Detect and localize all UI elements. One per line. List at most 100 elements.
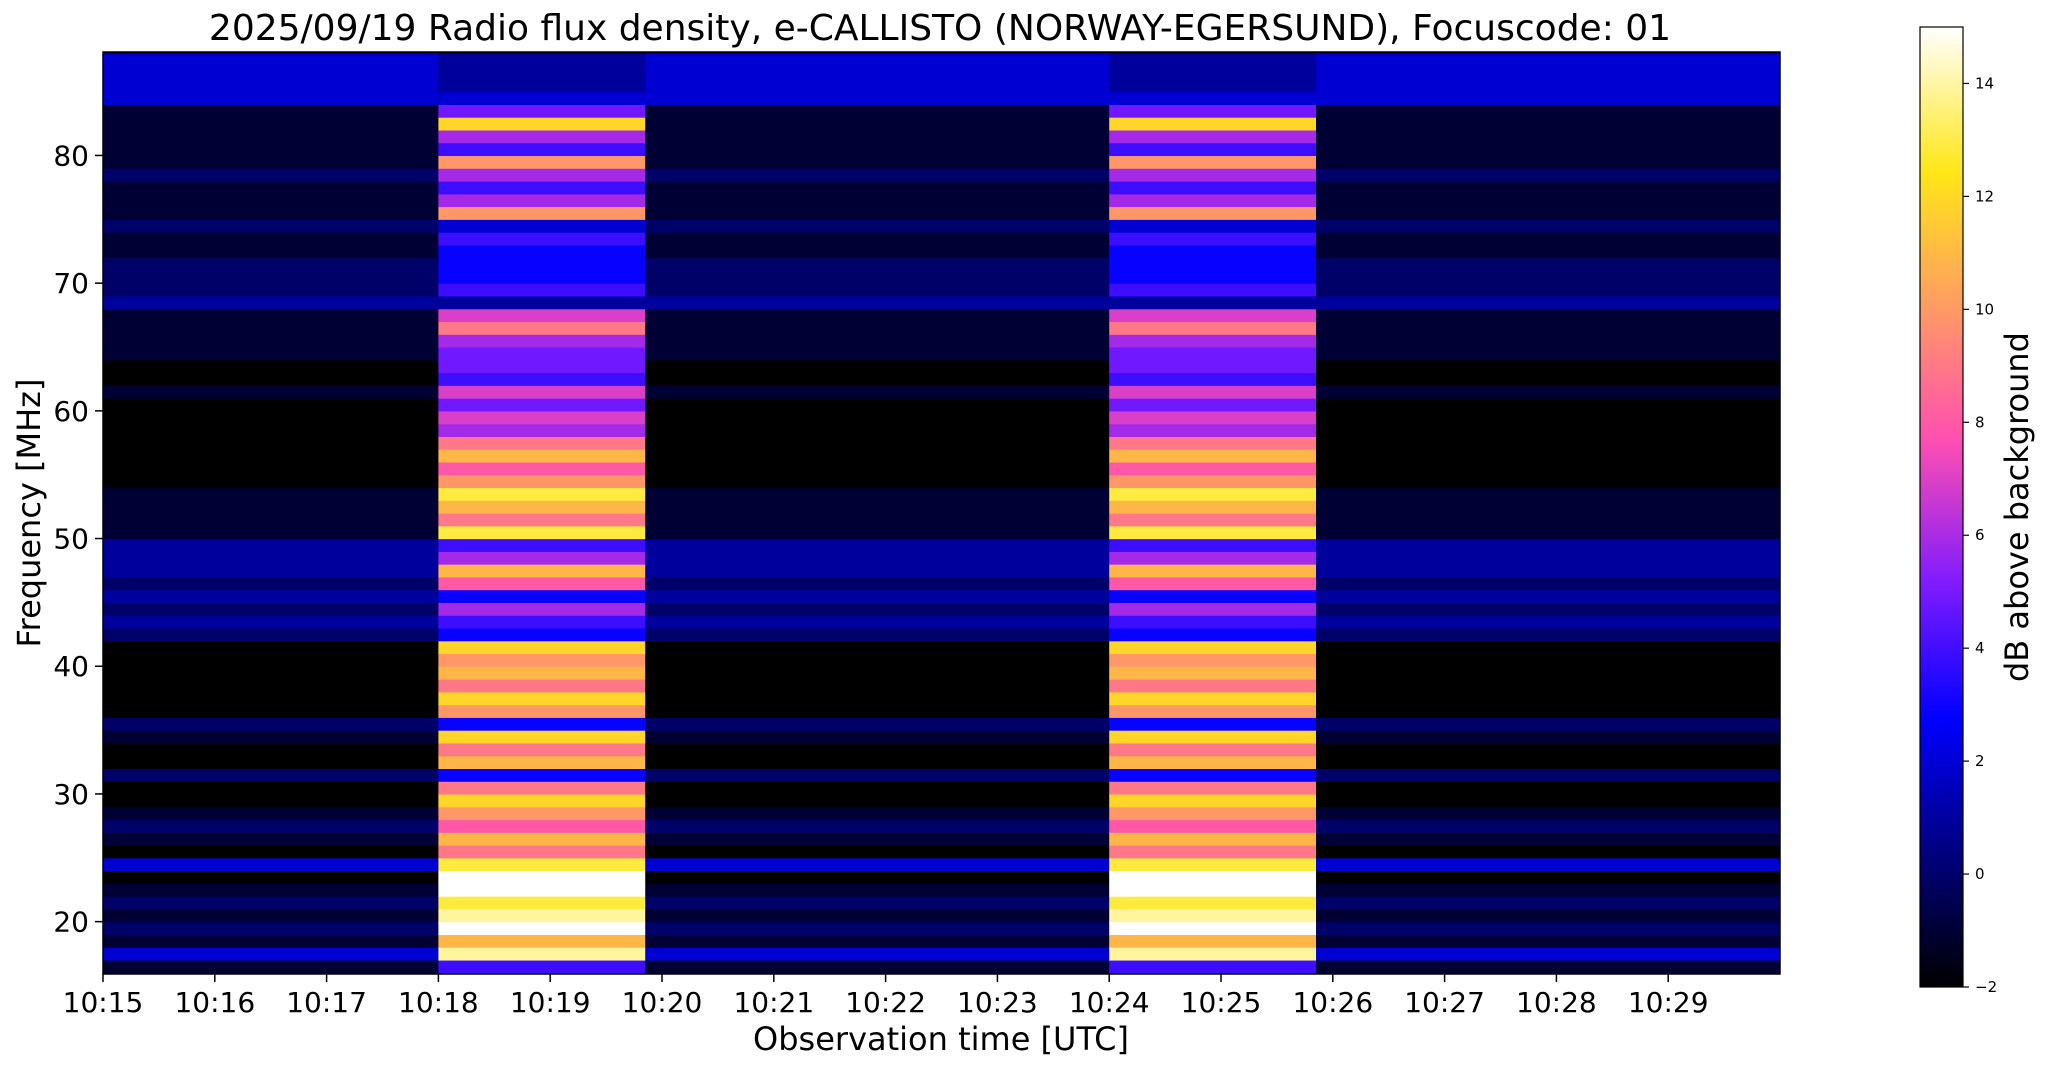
quiet-band-cell [645, 334, 1110, 348]
bright-band-cell [1109, 959, 1317, 974]
quiet-band-cell [103, 959, 439, 974]
quiet-band-cell [645, 793, 1110, 808]
quiet-band-cell [103, 142, 439, 157]
x-tick-label: 10:17 [286, 986, 367, 1019]
x-tick-label: 10:24 [1069, 986, 1150, 1019]
bright-band-cell [1109, 717, 1317, 731]
bright-band-cell [438, 934, 646, 948]
quiet-band-cell [645, 346, 1110, 361]
quiet-band-cell [645, 883, 1110, 897]
bright-band-cell [1109, 180, 1317, 195]
bright-band-cell [438, 781, 646, 795]
y-tick-label: 30 [53, 778, 89, 811]
quiet-band-cell [103, 883, 439, 897]
quiet-band-cell [103, 257, 439, 271]
quiet-band-cell [645, 513, 1110, 527]
bright-band-cell [438, 244, 646, 259]
quiet-band-cell [1316, 781, 1780, 795]
quiet-band-cell [645, 180, 1110, 195]
bright-band-cell [1109, 908, 1317, 923]
bright-band-cell [438, 321, 646, 335]
quiet-band-cell [645, 104, 1110, 118]
quiet-band-cell [103, 129, 439, 144]
bright-band-cell [438, 334, 646, 348]
bright-band-cell [1109, 91, 1317, 105]
bright-band-cell [438, 232, 646, 246]
quiet-band-cell [645, 819, 1110, 833]
quiet-band-cell [1316, 232, 1780, 246]
quiet-band-cell [103, 232, 439, 246]
bright-band-cell [1109, 627, 1317, 642]
bright-band-cell [438, 679, 646, 693]
bright-band-cell [438, 921, 646, 936]
quiet-band-cell [103, 525, 439, 540]
bright-band-cell [438, 53, 646, 67]
quiet-band-cell [1316, 193, 1780, 208]
bright-band-cell [1109, 704, 1317, 718]
bright-band-cell [1109, 934, 1317, 948]
frequency-bands [103, 53, 1780, 974]
bright-band-cell [438, 883, 646, 897]
bright-band-cell [1109, 768, 1317, 782]
quiet-band-cell [1316, 768, 1780, 782]
bright-band-cell [438, 129, 646, 144]
quiet-band-cell [645, 487, 1110, 501]
quiet-band-cell [645, 832, 1110, 846]
quiet-band-cell [103, 513, 439, 527]
quiet-band-cell [645, 947, 1110, 961]
quiet-band-cell [103, 91, 439, 105]
colorbar-tick-label: 14 [1975, 74, 1994, 92]
bright-band-cell [438, 755, 646, 770]
quiet-band-cell [103, 104, 439, 118]
quiet-band-cell [103, 66, 439, 80]
quiet-band-cell [645, 53, 1110, 67]
colorbar-tick-label: 4 [1975, 639, 1985, 657]
quiet-band-cell [645, 691, 1110, 706]
bright-band-cell [438, 819, 646, 833]
bright-band-cell [438, 104, 646, 118]
quiet-band-cell [645, 257, 1110, 271]
quiet-band-cell [1316, 679, 1780, 693]
quiet-band-cell [1316, 385, 1780, 399]
bright-band-cell [438, 615, 646, 629]
bright-band-cell [438, 525, 646, 540]
quiet-band-cell [645, 423, 1110, 437]
quiet-band-cell [1316, 704, 1780, 718]
quiet-band-cell [103, 423, 439, 437]
bright-band-cell [438, 845, 646, 859]
bright-band-cell [1109, 219, 1317, 233]
bright-band-cell [1109, 295, 1317, 310]
quiet-band-cell [103, 921, 439, 936]
bright-band-cell [1109, 78, 1317, 93]
quiet-band-cell [645, 908, 1110, 923]
bright-band-cell [438, 193, 646, 208]
quiet-band-cell [645, 781, 1110, 795]
y-tick-label: 40 [53, 650, 89, 683]
quiet-band-cell [1316, 474, 1780, 489]
quiet-band-cell [1316, 91, 1780, 105]
quiet-band-cell [1316, 346, 1780, 361]
x-tick-label: 10:16 [174, 986, 255, 1019]
bright-band-cell [1109, 538, 1317, 552]
bright-band-cell [438, 857, 646, 872]
bright-band-cell [1109, 615, 1317, 629]
bright-band-cell [438, 538, 646, 552]
quiet-band-cell [103, 742, 439, 757]
quiet-band-cell [1316, 436, 1780, 450]
bright-band-cell [438, 308, 646, 323]
bright-band-cell [1109, 921, 1317, 936]
quiet-band-cell [103, 947, 439, 961]
bright-band-cell [1109, 742, 1317, 757]
quiet-band-cell [1316, 870, 1780, 884]
quiet-band-cell [1316, 104, 1780, 118]
x-tick-label: 10:28 [1516, 986, 1597, 1019]
bright-band-cell [438, 270, 646, 284]
bright-band-cell [438, 385, 646, 399]
bright-band-cell [438, 117, 646, 131]
bright-band-cell [1109, 346, 1317, 361]
quiet-band-cell [103, 793, 439, 808]
bright-band-cell [1109, 270, 1317, 284]
quiet-band-cell [1316, 334, 1780, 348]
bright-band-cell [438, 410, 646, 425]
quiet-band-cell [645, 845, 1110, 859]
